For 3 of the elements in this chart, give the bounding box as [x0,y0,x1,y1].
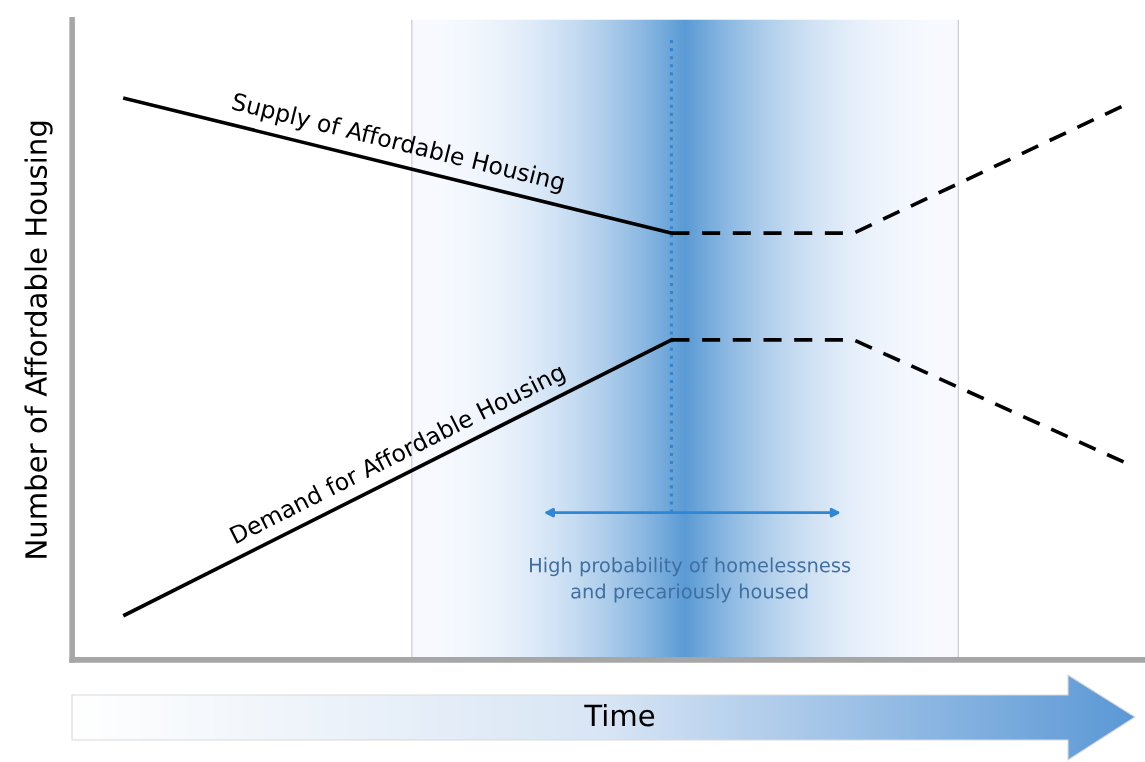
x-axis-title: Time [584,703,655,727]
annotation: High probability of homelessness and precariously housed [530,557,851,603]
y-axis-title: Number of Affordable Housing [24,121,53,558]
